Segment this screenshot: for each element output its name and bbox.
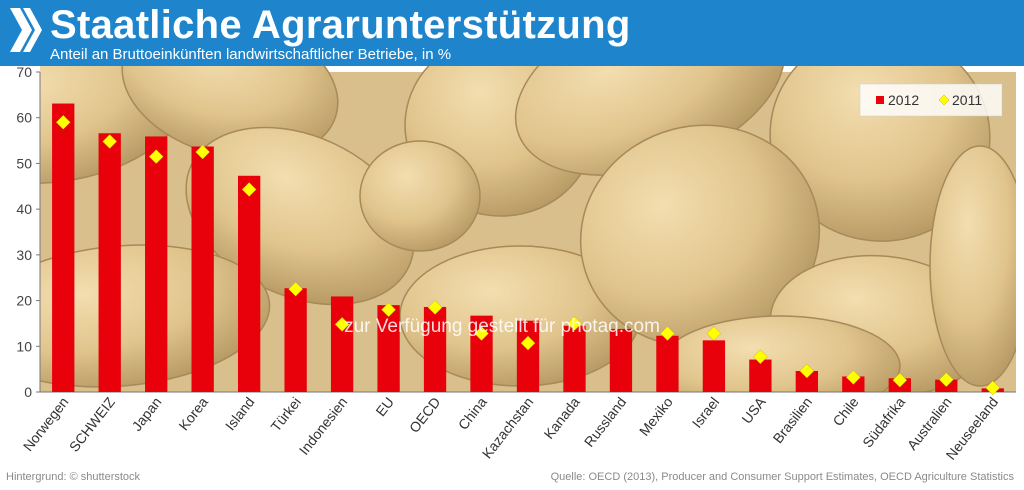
legend-swatch-2011 <box>938 94 950 106</box>
y-tick-label: 70 <box>16 66 32 80</box>
marker-2011 <box>520 335 536 351</box>
background-credit: Hintergrund: © shutterstock <box>6 471 141 483</box>
marker-2011 <box>102 134 118 149</box>
source-note: Quelle: OECD (2013), Producer and Consum… <box>550 471 1014 483</box>
y-tick-label: 10 <box>16 338 32 354</box>
watermark-text: zur Verfügung gestellt für photaq.com <box>344 316 660 337</box>
legend-label-2011: 2011 <box>952 92 982 108</box>
y-tick-label: 60 <box>16 110 32 126</box>
marker-2011 <box>148 149 164 164</box>
bar-2012 <box>237 175 261 392</box>
y-tick-label: 20 <box>16 293 32 309</box>
marker-2011 <box>753 349 768 365</box>
bar-2012 <box>563 325 586 392</box>
x-axis-strip <box>0 392 1024 466</box>
marker-2011 <box>474 326 489 341</box>
page-title: Staatliche Agrarunterstützung <box>50 3 631 47</box>
y-tick-label: 40 <box>16 201 32 217</box>
bar-2012 <box>609 328 633 392</box>
page-subtitle: Anteil an Bruttoeinkünften landwirtschaf… <box>50 46 452 63</box>
marker-2011 <box>55 114 71 130</box>
potato-shape <box>359 140 481 252</box>
potato-shape <box>929 145 1024 387</box>
bar-2012 <box>656 335 679 392</box>
y-tick-label: 50 <box>16 155 32 171</box>
double-chevron-logo-icon <box>10 8 42 52</box>
y-tick-label: 0 <box>24 384 32 400</box>
marker-2011 <box>660 326 675 341</box>
bar-2012 <box>145 136 168 392</box>
marker-2011 <box>892 372 908 388</box>
y-tick-label: 30 <box>16 247 32 263</box>
bar-2012 <box>749 359 772 392</box>
marker-2011 <box>288 281 303 297</box>
marker-2011 <box>845 370 861 385</box>
marker-2011 <box>241 182 257 197</box>
bar-2012 <box>191 146 214 392</box>
bar-2012 <box>702 340 726 392</box>
bar-2012 <box>52 103 75 393</box>
bar-2012 <box>423 306 447 392</box>
header-bar: Staatliche Agrarunterstützung Anteil an … <box>0 0 1024 66</box>
bar-2012 <box>98 133 121 392</box>
marker-2011 <box>799 363 815 379</box>
marker-2011 <box>938 372 954 388</box>
marker-2011 <box>567 316 582 331</box>
marker-2011 <box>985 380 1001 396</box>
bar-2012 <box>330 296 354 392</box>
footer-bar <box>0 466 1024 490</box>
bar-2012 <box>516 320 540 392</box>
marker-2011 <box>427 300 443 315</box>
legend-label-2012: 2012 <box>888 92 919 108</box>
legend-swatch-2012 <box>876 96 884 104</box>
marker-2011 <box>334 316 350 332</box>
bar-2012 <box>284 288 307 392</box>
marker-2011 <box>381 302 396 318</box>
marker-2011 <box>706 326 722 341</box>
right-margin <box>1016 66 1024 466</box>
bar-2012 <box>377 305 400 392</box>
marker-2011 <box>195 144 211 160</box>
bar-2012 <box>795 370 819 392</box>
